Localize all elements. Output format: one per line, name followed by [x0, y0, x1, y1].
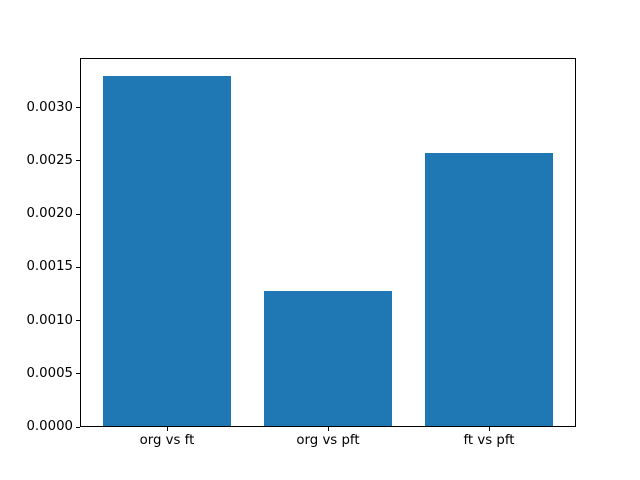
x-tick-mark [327, 427, 329, 431]
y-tick-mark [76, 107, 80, 108]
y-tick-mark [76, 213, 80, 215]
bar [263, 290, 393, 427]
y-tick-label: 0.0015 [26, 259, 73, 275]
y-tick-mark [76, 373, 80, 375]
y-tick-label: 0.0025 [26, 152, 73, 168]
y-tick-label: 0.0000 [26, 419, 73, 434]
y-tick-mark [76, 266, 80, 268]
x-tick-label: org vs pft [296, 433, 360, 448]
x-tick-mark [488, 427, 490, 431]
y-tick-label: 0.0020 [26, 206, 73, 221]
bar [424, 153, 554, 427]
x-tick-mark [166, 427, 168, 431]
axes-frame [80, 58, 576, 427]
bar [102, 75, 232, 427]
y-tick-mark [76, 160, 80, 162]
y-tick-label: 0.0030 [26, 99, 73, 115]
y-tick-label: 0.0005 [26, 365, 73, 381]
y-tick-mark [76, 426, 80, 428]
y-tick-mark [76, 320, 80, 321]
x-tick-label: ft vs pft [463, 433, 515, 448]
y-tick-label: 0.0010 [26, 312, 73, 328]
x-tick-label: org vs ft [139, 433, 195, 448]
